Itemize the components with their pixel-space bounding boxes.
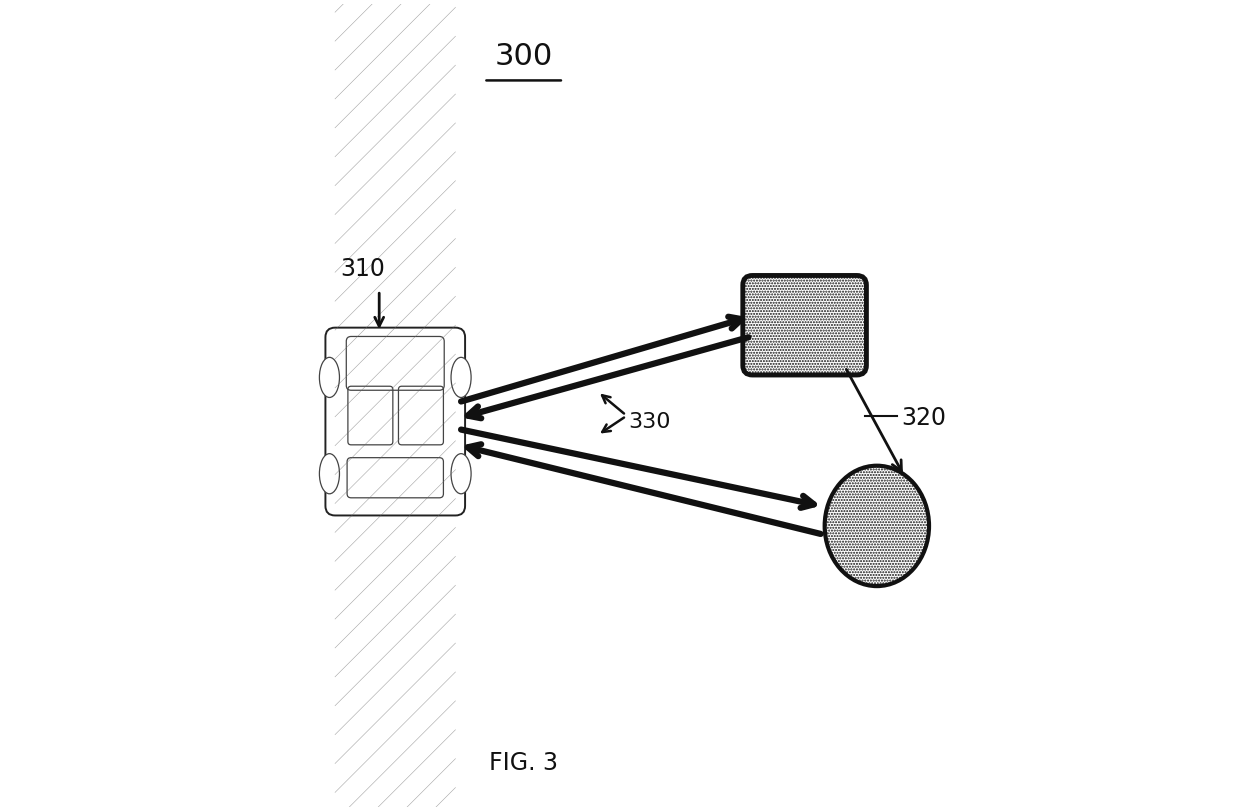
Text: 310: 310 bbox=[341, 257, 386, 281]
Ellipse shape bbox=[320, 358, 340, 397]
Text: 320: 320 bbox=[901, 406, 946, 430]
Ellipse shape bbox=[825, 466, 929, 586]
FancyBboxPatch shape bbox=[325, 328, 465, 516]
Ellipse shape bbox=[451, 453, 471, 494]
FancyBboxPatch shape bbox=[743, 276, 867, 375]
Text: FIG. 3: FIG. 3 bbox=[489, 751, 558, 775]
Text: 300: 300 bbox=[495, 42, 553, 71]
Text: 330: 330 bbox=[627, 411, 671, 431]
FancyBboxPatch shape bbox=[743, 276, 867, 375]
Ellipse shape bbox=[320, 453, 340, 494]
Ellipse shape bbox=[451, 358, 471, 397]
